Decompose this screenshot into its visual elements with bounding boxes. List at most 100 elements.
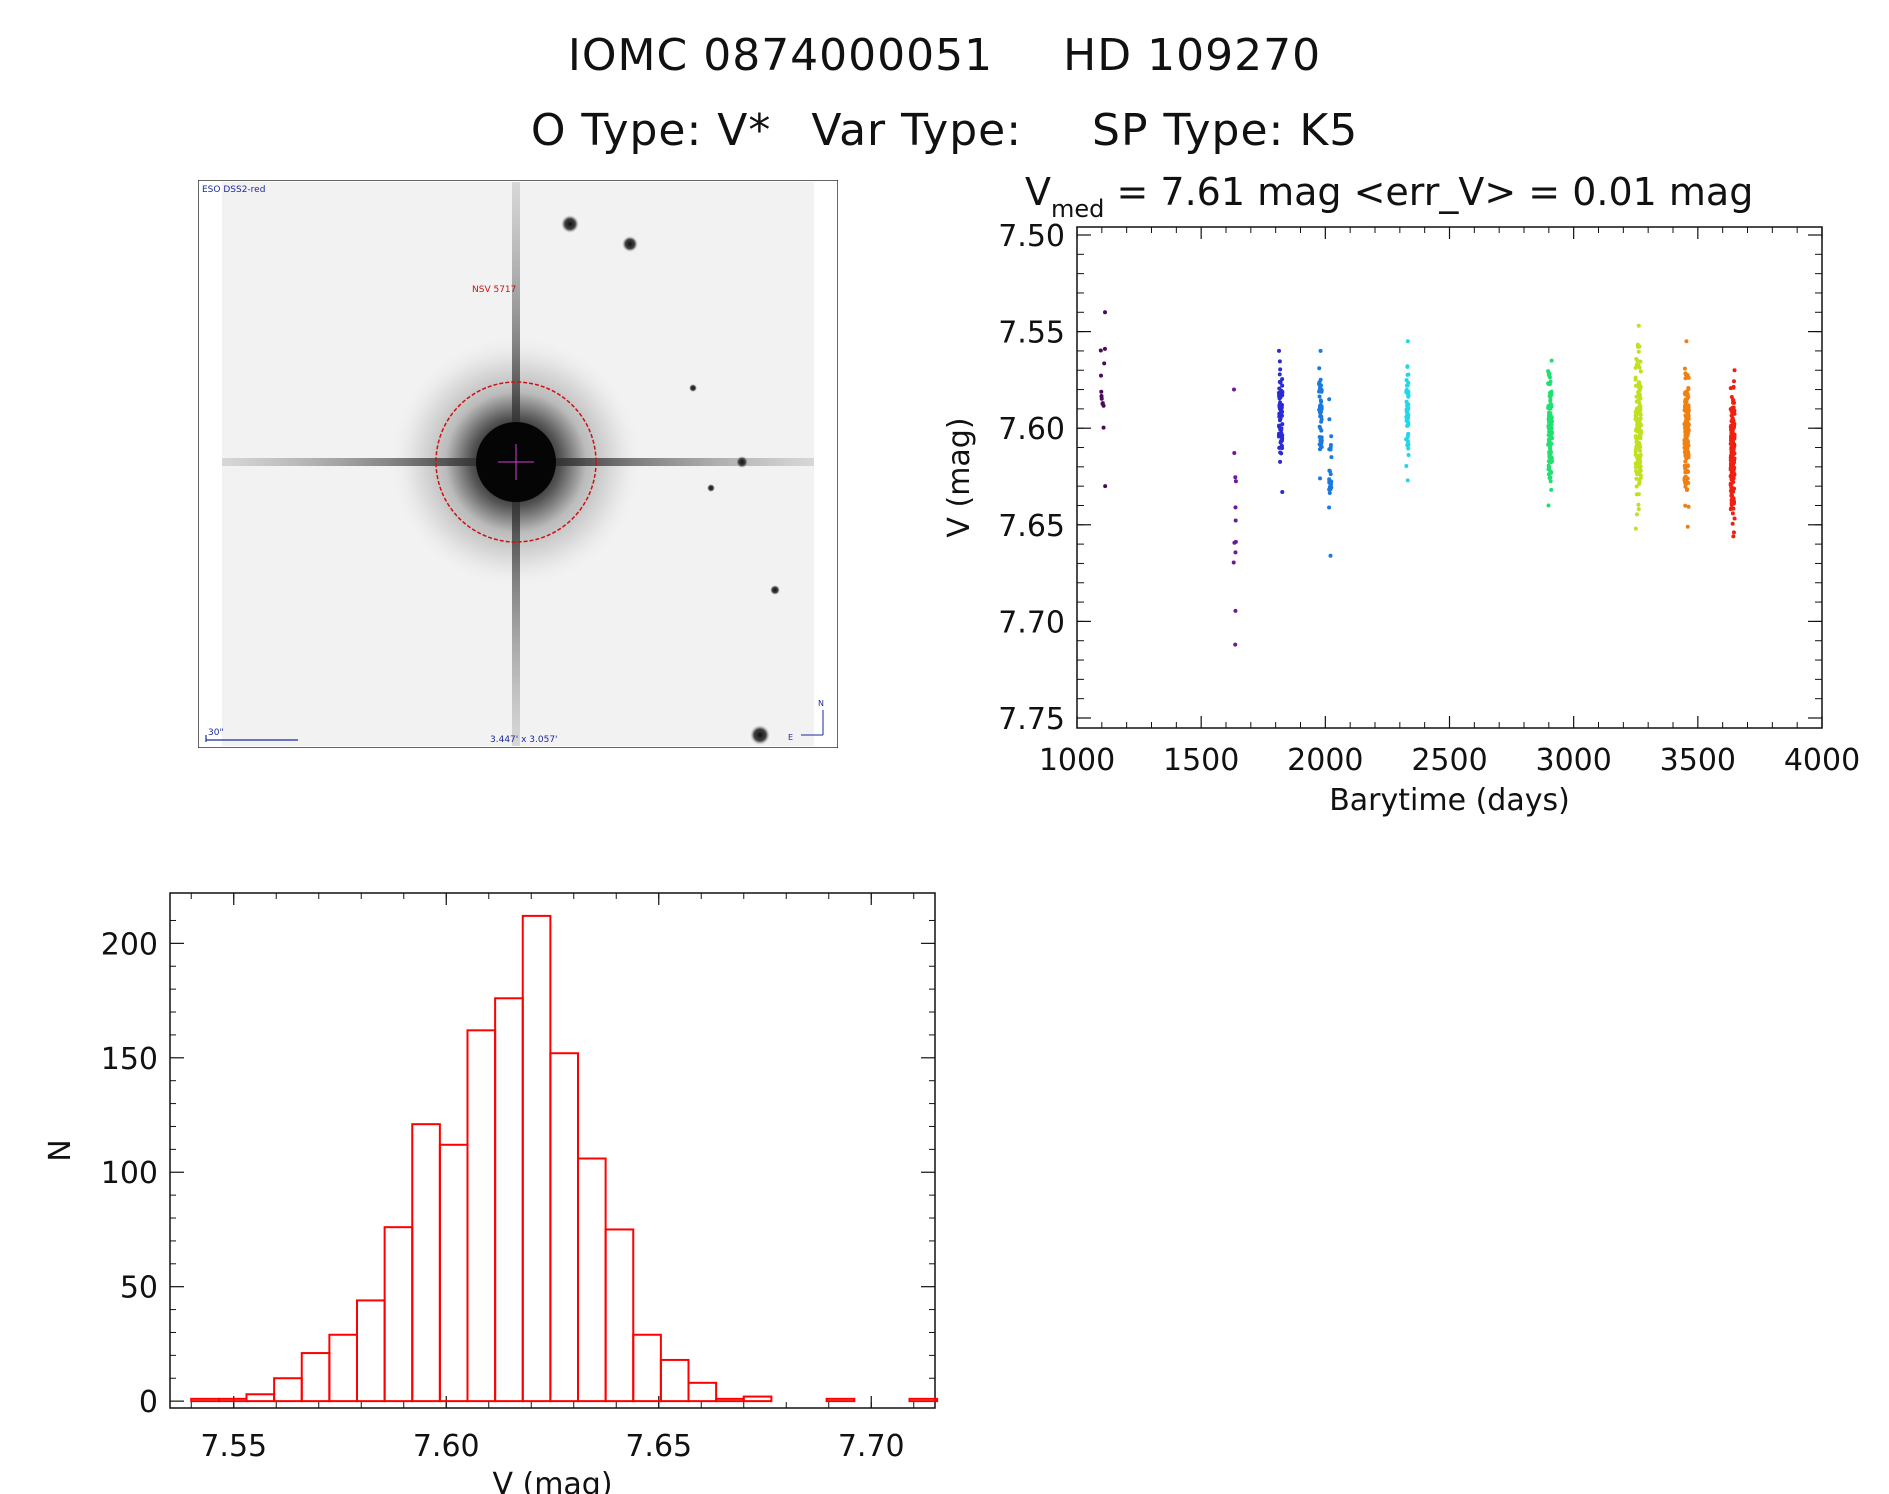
data-point [1731,476,1736,481]
light-curve-frame [1076,226,1823,729]
data-point [1730,448,1735,453]
x-tick-label: 3500 [1660,743,1736,778]
data-point [1636,492,1641,497]
data-point [1327,505,1332,510]
light-curve-title: Vmed = 7.61 mag <err_V> = 0.01 mag [1025,170,1753,223]
data-point [1633,413,1638,418]
variability-type: Var Type: [811,105,1023,156]
data-point [1686,430,1691,435]
data-point [1636,323,1641,328]
data-point [1405,416,1410,421]
data-point [1638,464,1643,469]
x-tick-label: 7.60 [413,1429,480,1464]
data-point [1404,378,1409,383]
x-axis-label: Barytime (days) [1329,783,1570,818]
histogram-bar [328,1333,358,1403]
data-point [1406,442,1411,447]
x-tick-label: 1000 [1039,743,1115,778]
histogram-bar [383,1226,414,1403]
data-point [1232,540,1237,545]
x-tick-label: 1500 [1163,743,1239,778]
data-point [1317,389,1322,394]
data-point [1546,424,1551,429]
data-point [1730,472,1735,477]
data-point [1547,403,1552,408]
data-point [1685,403,1690,408]
compass-n-label: N [818,699,824,708]
data-point [1634,512,1639,517]
data-point [1637,469,1642,474]
data-point [1406,446,1411,451]
data-point [1549,455,1554,460]
data-point [1731,498,1736,503]
histogram-bar [273,1377,303,1403]
data-point [1547,459,1552,464]
data-point [1317,424,1322,429]
data-point [1731,398,1736,403]
data-point [1729,430,1734,435]
data-point [1098,373,1103,378]
scale-label: 30" [208,728,224,738]
data-point [1636,363,1641,368]
data-point [1327,479,1332,484]
data-point [1329,434,1334,439]
data-point [1729,506,1734,511]
data-point [1731,530,1736,535]
data-point [1730,521,1735,526]
figure-title-ids: IOMC 0874000051 HD 109270 [0,30,1889,81]
field-star [770,585,780,595]
y-tick-label: 200 [101,927,158,962]
data-point [1103,484,1108,489]
data-point [1685,488,1690,493]
data-point [1730,511,1735,516]
data-point [1638,428,1643,433]
y-axis-label: V (mag) [942,417,977,537]
data-point [1732,411,1737,416]
data-point [1549,487,1554,492]
data-point [1318,377,1323,382]
histogram-bar [521,914,552,1403]
data-point [1638,460,1643,465]
histogram-frame [169,892,936,1409]
data-point [1547,375,1552,380]
data-point [1098,348,1103,353]
data-point [1683,392,1688,397]
data-point [1636,423,1641,428]
data-point [1405,439,1410,444]
data-point [1635,420,1640,425]
x-axis-label: V (mag) [492,1467,612,1494]
data-point [1548,479,1553,484]
data-point [1686,443,1691,448]
data-point [1728,465,1733,470]
data-point [1633,447,1638,452]
data-point [1684,339,1689,344]
data-point [1683,438,1688,443]
object-label: NSV 5717 [472,285,516,295]
data-point [1729,502,1734,507]
data-point [1233,608,1238,613]
data-point [1549,420,1554,425]
data-point [1328,482,1333,487]
data-point [1547,390,1552,395]
data-point [1233,518,1238,523]
field-star [707,484,715,492]
data-point [1317,366,1322,371]
histogram-bar [217,1397,248,1403]
histogram-bar [411,1123,441,1403]
spectral-type: SP Type: K5 [1092,105,1359,156]
data-point [1638,369,1643,374]
histogram-bar [494,997,524,1403]
data-point [1280,383,1285,388]
data-point [1684,449,1689,454]
y-tick-label: 7.70 [998,605,1065,640]
data-point [1684,464,1689,469]
data-point [1100,401,1105,406]
x-tick-label: 3000 [1535,743,1611,778]
data-point [1318,410,1323,415]
data-point [1328,445,1333,450]
data-point [1684,423,1689,428]
data-point [1728,481,1733,486]
data-point [1233,475,1238,480]
data-point [1319,444,1324,449]
data-point [1327,397,1332,402]
